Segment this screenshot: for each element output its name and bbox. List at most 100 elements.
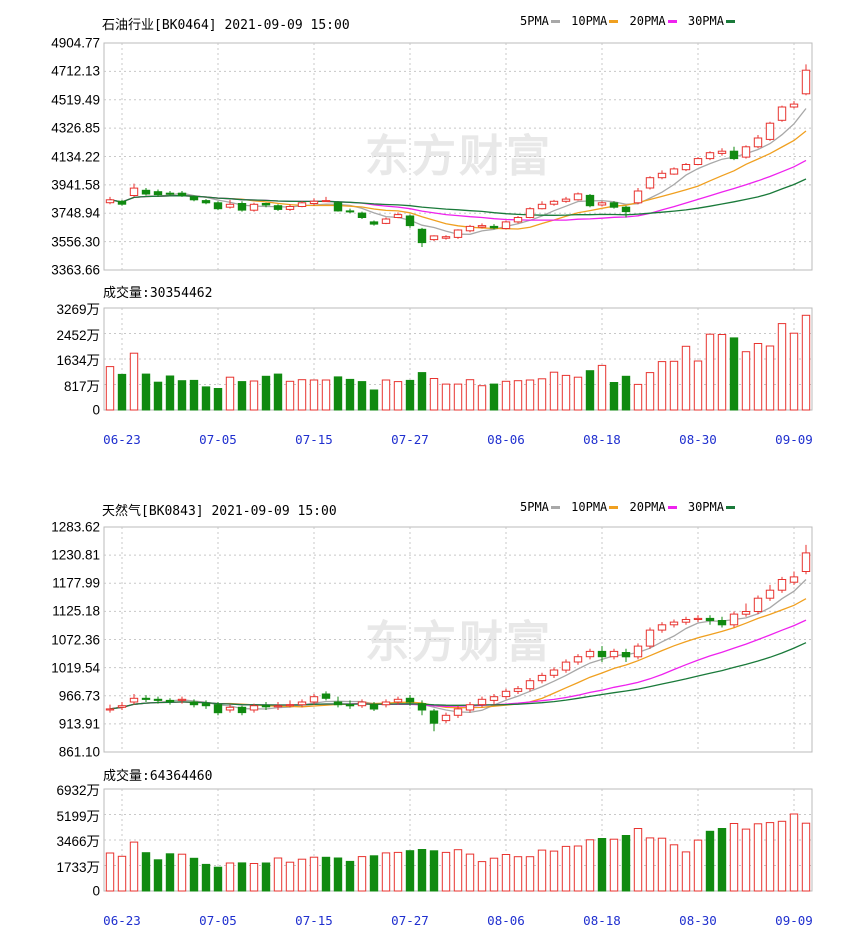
volume-bar [705,830,715,892]
candle-body [513,688,523,692]
candle-body [741,146,751,158]
legend-ma20-label: 20PMA [629,500,666,514]
candle-body [393,214,403,219]
volume-bar [129,352,139,411]
volume-bar [441,851,451,892]
volume-bar [765,345,775,411]
candle-body [477,225,487,228]
candle-body [549,669,559,676]
volume-bar [633,383,643,411]
candle-body [717,150,727,154]
volume-bar [321,856,331,892]
volume-bar [513,380,523,411]
volume-bar [585,370,595,411]
volume-bar [237,862,247,892]
legend-ma20-swatch [667,506,677,509]
candle-body [429,235,439,241]
candle-body [681,619,691,623]
legend-ma20-label: 20PMA [629,14,666,28]
volume-bar [261,375,271,411]
volume-bar [369,389,379,411]
volume-bar [681,345,691,411]
volume-bar [621,835,631,892]
volume-bar [549,371,559,411]
volume-bar [345,860,355,892]
legend-ma5-swatch [550,20,560,23]
volume-bar [213,866,223,892]
candle-body [633,645,643,658]
candle-body [573,656,583,663]
candle-body [261,203,271,206]
volume-bar [801,314,811,411]
legend-ma5-swatch [550,506,560,509]
volume-bar [693,839,703,892]
volume-tick-label: 1634万 [56,353,100,368]
price-tick-label: 3556.30 [51,234,100,250]
candle-body [777,579,787,591]
volume-bar [681,851,691,892]
candle-body [165,192,175,195]
date-tick-label: 07-05 [199,913,237,928]
date-tick-label: 08-30 [679,432,717,447]
candle-body [429,710,439,724]
date-tick-label: 07-15 [295,432,333,447]
candle-body [753,137,763,148]
candle-body [645,629,655,647]
candle-body [789,103,799,108]
volume-bar [621,375,631,411]
date-tick-label: 08-30 [679,913,717,928]
volume-bar [273,857,283,892]
legend-ma30-label: 30PMA [687,500,724,514]
legend-ma10-label: 10PMA [571,14,608,28]
candle-body [345,704,355,707]
watermark: 东方财富 [365,617,553,668]
volume-bar [153,381,163,411]
candle-body [369,704,379,710]
price-tick-label: 3748.94 [51,205,100,221]
volume-tick-label: 0 [92,883,100,899]
date-tick-label: 08-06 [487,432,525,447]
volume-bar [657,361,667,411]
candle-body [657,172,667,179]
volume-bar [357,381,367,411]
volume-bar [789,813,799,892]
date-tick-label: 08-06 [487,913,525,928]
volume-bar [561,845,571,892]
volume-bar [201,386,211,411]
candle-body [585,650,595,658]
date-tick-label: 09-09 [775,432,813,447]
volume-bar [609,838,619,892]
legend-ma5-label: 5PMA [520,14,549,28]
volume-bar [765,822,775,892]
price-tick-label: 913.91 [58,716,100,732]
candle-body [441,714,451,722]
price-tick-label: 1230.81 [51,547,100,563]
candle-body [213,704,223,714]
ma5-line [109,579,807,714]
date-tick-label: 08-18 [583,913,621,928]
volume-bar [309,856,319,892]
candle-body [801,69,811,95]
candle-body [177,192,187,196]
volume-bar [417,372,427,411]
candle-body [345,210,355,213]
candle-body [633,190,643,204]
candle-body [357,212,367,219]
price-chart-svg [103,42,813,411]
candle-body [513,217,523,223]
candle-body [453,708,463,716]
volume-bar [333,376,343,411]
volume-bar [213,388,223,411]
candle-body [117,200,127,205]
candle-body [417,228,427,244]
volume-bar [297,858,307,892]
volume-bar [345,378,355,411]
candle-body [297,701,307,706]
candle-body [201,703,211,707]
candle-body [405,215,415,227]
candle-body [585,194,595,207]
candle-body [225,203,235,208]
candle-body [597,650,607,658]
candle-body [153,698,163,701]
price-tick-label: 3363.66 [51,262,100,278]
